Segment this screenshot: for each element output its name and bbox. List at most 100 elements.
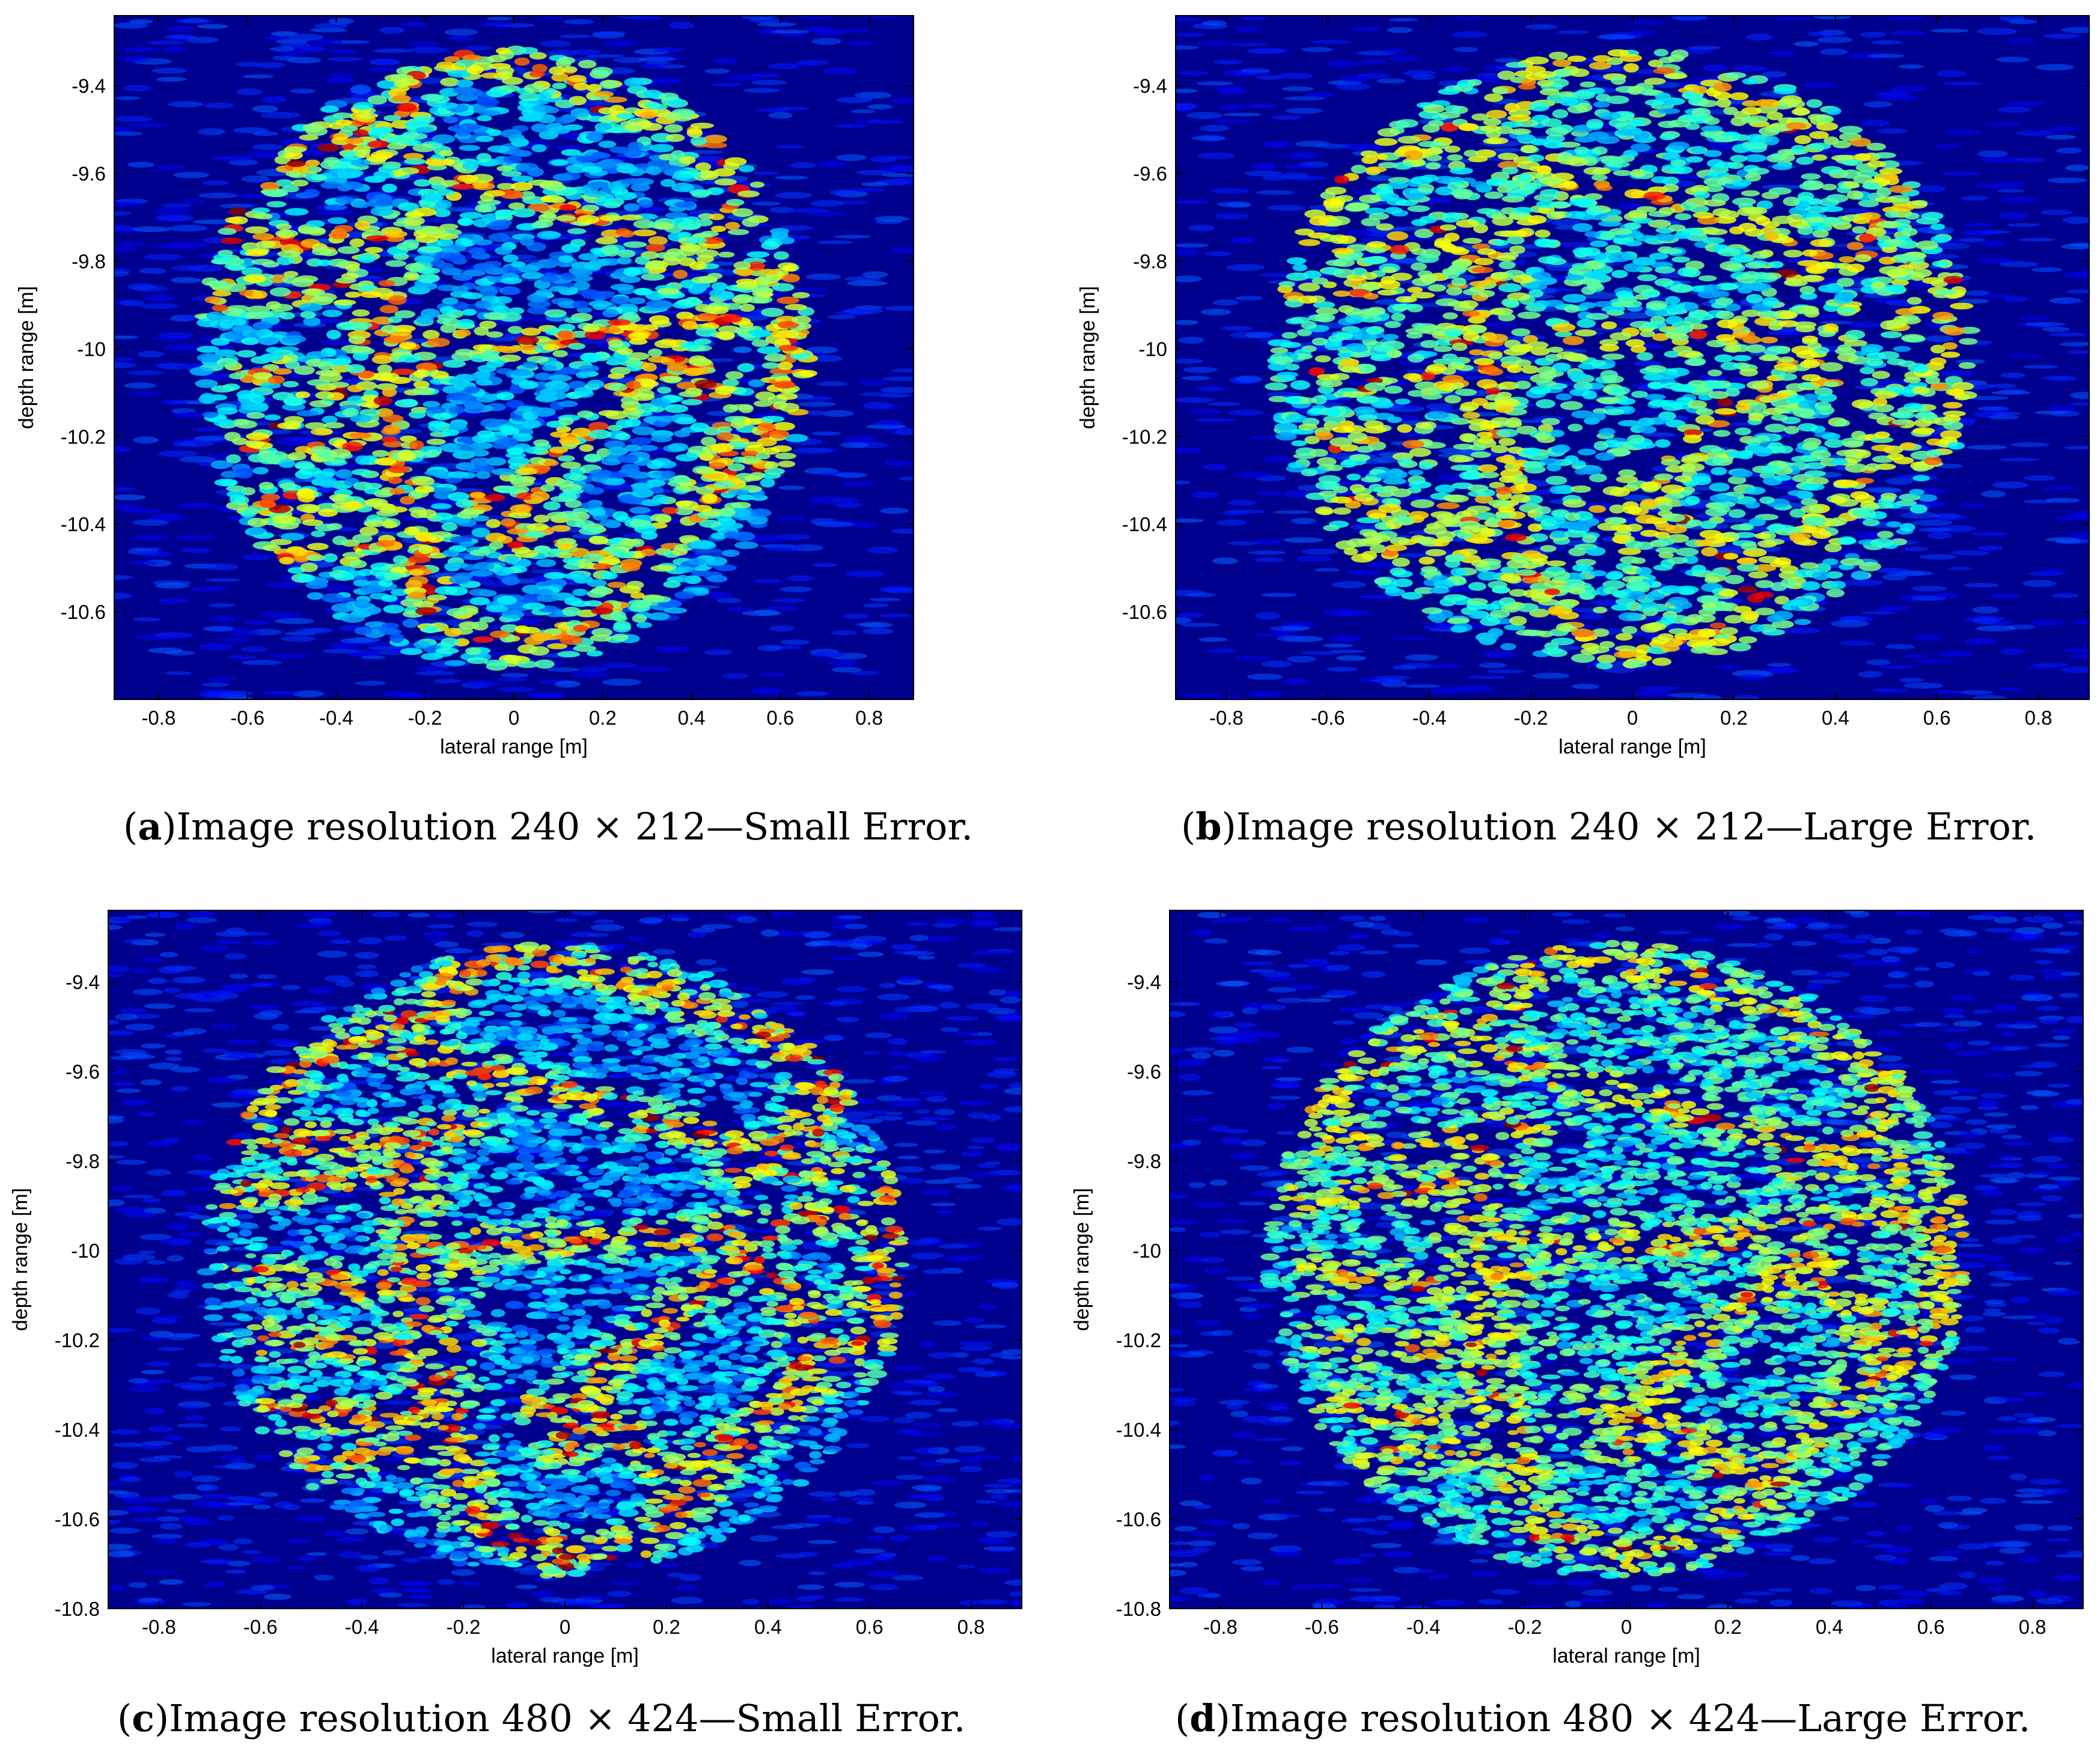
noise-cell <box>823 67 858 75</box>
x-tick-label: 0.4 <box>678 707 706 729</box>
noise-cell <box>796 691 829 696</box>
noise-cell <box>867 104 893 110</box>
heatmap-cell <box>374 457 397 466</box>
heatmap-cell <box>798 370 817 377</box>
noise-cell <box>1977 545 2004 551</box>
heatmap-cell <box>314 523 337 532</box>
noise-cell <box>1261 175 1290 181</box>
noise-cell <box>547 50 579 56</box>
heatmap-cell <box>282 380 299 388</box>
heatmap-cell <box>503 155 522 164</box>
heatmap-cell <box>594 91 614 97</box>
heatmap-cell <box>390 588 409 597</box>
noise-cell <box>633 206 667 213</box>
heatmap-cell <box>558 323 576 332</box>
noise-cell <box>329 73 356 78</box>
noise-cell <box>1950 550 1990 556</box>
noise-cell <box>748 535 789 542</box>
noise-cell <box>266 582 302 588</box>
noise-cell <box>869 156 897 163</box>
heatmap-cell <box>323 422 345 429</box>
noise-cell <box>1738 674 1766 681</box>
heatmap-cell <box>472 239 493 246</box>
heatmap-cell <box>578 59 597 69</box>
noise-cell <box>816 161 847 168</box>
noise-cell <box>168 225 208 232</box>
heatmap-cell <box>444 244 466 252</box>
heatmap-cell <box>227 264 245 272</box>
noise-cell <box>2022 365 2059 369</box>
heatmap-cell <box>412 207 437 217</box>
heatmap-cell <box>320 181 341 189</box>
noise-cell <box>1241 68 1271 73</box>
heatmap-cell <box>315 391 335 400</box>
heatmap-cell <box>245 226 269 234</box>
heatmap-cell <box>739 455 762 464</box>
heatmap-cell <box>379 305 399 314</box>
noise-cell <box>645 60 670 65</box>
heatmap-cell <box>588 469 612 478</box>
noise-cell <box>711 82 743 87</box>
noise-cell <box>602 485 633 491</box>
noise-cell <box>1233 25 1260 32</box>
heatmap-cell <box>616 347 633 355</box>
heatmap-cell <box>465 647 481 656</box>
heatmap-cell <box>714 564 737 571</box>
heatmap-cell <box>428 420 447 427</box>
heatmap-cell <box>629 297 646 305</box>
heatmap-cell <box>510 181 533 191</box>
heatmap-cell <box>772 283 795 292</box>
noise-cell <box>132 535 169 541</box>
heatmap-cell <box>350 414 373 423</box>
noise-cell <box>1182 692 1221 698</box>
heatmap-cell <box>439 306 457 315</box>
noise-cell <box>697 156 724 162</box>
heatmap-cell <box>274 156 291 165</box>
noise-cell <box>156 165 186 171</box>
heatmap-cell <box>385 135 409 145</box>
noise-cell <box>1626 29 1656 36</box>
heatmap-cell <box>757 422 776 432</box>
heatmap-cell <box>352 346 372 353</box>
noise-cell <box>771 598 806 603</box>
heatmap-cell <box>469 449 489 457</box>
heatmap-cell <box>755 452 771 460</box>
noise-cell <box>1928 532 1952 540</box>
heatmap-cell <box>627 324 649 332</box>
heatmap-cell <box>646 243 665 252</box>
noise-cell <box>1296 555 1332 562</box>
noise-cell <box>124 382 157 389</box>
heatmap-cell <box>317 143 340 152</box>
heatmap-cell <box>736 494 755 501</box>
noise-cell <box>854 91 892 99</box>
heatmap-cell <box>629 338 648 345</box>
noise-cell <box>119 299 145 306</box>
heatmap-cell <box>364 498 388 507</box>
heatmap-cell <box>1794 619 1812 626</box>
heatmap-cell <box>647 356 671 363</box>
heatmap-cell <box>1570 653 1595 663</box>
noise-cell <box>234 61 263 67</box>
heatmap-cell <box>448 406 465 415</box>
y-tick-label: -10.4 <box>61 513 106 535</box>
noise-cell <box>1975 184 2007 189</box>
noise-cell <box>1212 557 1238 564</box>
heatmap-cell <box>461 292 484 300</box>
heatmap-cell <box>462 55 483 61</box>
noise-cell <box>869 597 901 601</box>
heatmap-cell <box>635 256 650 265</box>
noise-cell <box>328 17 355 25</box>
heatmap-cell <box>481 72 502 79</box>
noise-cell <box>1504 374 1537 380</box>
noise-cell <box>1451 31 1488 38</box>
heatmap-cell <box>733 531 755 541</box>
heatmap-cell <box>1521 365 1539 374</box>
heatmap-cell <box>317 361 334 371</box>
noise-cell <box>2065 164 2089 171</box>
noise-cell <box>1281 678 1311 684</box>
heatmap-cell <box>777 296 799 305</box>
noise-cell <box>161 203 191 209</box>
heatmap-cell <box>707 574 728 583</box>
heatmap-cell <box>328 448 352 458</box>
heatmap-cell <box>578 253 599 261</box>
